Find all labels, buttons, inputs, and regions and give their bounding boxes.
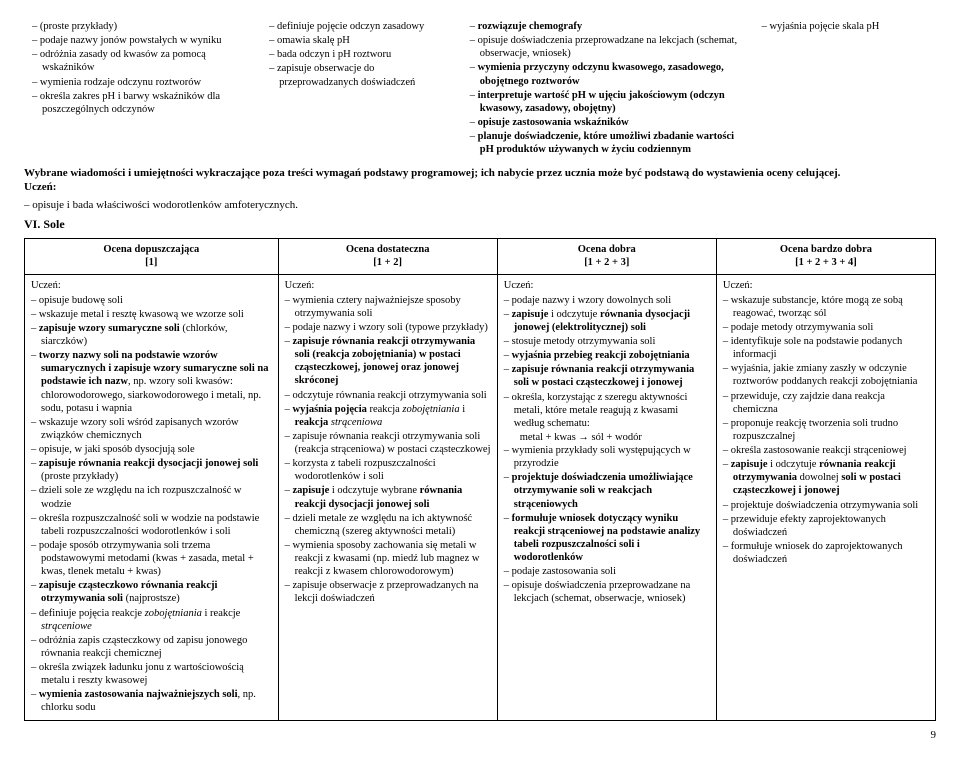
list-item: definiuje pojęcia reakcje zobojętniania …	[31, 607, 272, 633]
list-item: opisuje budowę soli	[31, 294, 272, 307]
top-col-2: definiuje pojęcie odczyn zasadowyomawia …	[261, 18, 462, 159]
list-item: wskazuje wzory soli wśród zapisanych wzo…	[31, 416, 272, 442]
list-item: zapisuje cząsteczkowo równania reakcji o…	[31, 579, 272, 605]
list-item: wyjaśnia, jakie zmiany zaszły w odczynie…	[723, 362, 929, 388]
list-item: wyjaśnia pojęcia reakcja zobojętniania i…	[285, 403, 491, 429]
list-item: projektuje doświadczenia umożliwiające o…	[504, 471, 710, 510]
list-item: rozwiązuje chemografy	[470, 20, 746, 33]
list-item: formułuje wniosek do zaprojektowanych do…	[723, 540, 929, 566]
selected-knowledge-line: Wybrane wiadomości i umiejętności wykrac…	[24, 167, 936, 179]
list-item: wyjaśnia pojęcie skala pH	[762, 20, 928, 33]
list-item: proponuje reakcję tworzenia soli trudno …	[723, 417, 929, 443]
list-item: interpretuje wartość pH w ujęciu jakości…	[470, 89, 746, 115]
grade-cell-1: Uczeń: opisuje budowę soliwskazuje metal…	[25, 274, 279, 720]
list-item: identyfikuje sole na podstawie podanych …	[723, 335, 929, 361]
selected-item: opisuje i bada właściwości wodorotlenków…	[24, 199, 936, 211]
list-item: określa, korzystając z szeregu aktywnośc…	[504, 391, 710, 430]
list-item: przewiduje efekty zaprojektowanych doświ…	[723, 513, 929, 539]
grade-cell-2: Uczeń: wymienia cztery najważniejsze spo…	[278, 274, 497, 720]
nested-line: metal + kwas → sól + wodór	[504, 431, 710, 444]
list-item: określa zastosowanie reakcji strąceniowe…	[723, 444, 929, 457]
list-item: odróżnia zasady od kwasów za pomocą wska…	[32, 48, 253, 74]
page-number: 9	[24, 729, 936, 741]
list-item: określa związek ładunku jonu z wartościo…	[31, 661, 272, 687]
list-item: zapisuje równania reakcji otrzymywania s…	[504, 363, 710, 389]
list-item: odczytuje równania reakcji otrzymywania …	[285, 389, 491, 402]
list-item: wymienia przyczyny odczynu kwasowego, za…	[470, 61, 746, 87]
list-item: zapisuje równania reakcji otrzymywania s…	[285, 335, 491, 388]
list-item: zapisuje równania reakcji dysocjacji jon…	[31, 457, 272, 483]
list-item: tworzy nazwy soli na podstawie wzorów su…	[31, 349, 272, 415]
list-item: określa rozpuszczalność soli w wodzie na…	[31, 512, 272, 538]
list-item: określa zakres pH i barwy wskaźników dla…	[32, 90, 253, 116]
list-item: wymienia cztery najważniejsze sposoby ot…	[285, 294, 491, 320]
list-item: wskazuje substancje, które mogą ze sobą …	[723, 294, 929, 320]
top-col-3: rozwiązuje chemografyopisuje doświadczen…	[462, 18, 754, 159]
top-col-1: (proste przykłady)podaje nazwy jonów pow…	[24, 18, 261, 159]
col-header-3: Ocena dobra[1 + 2 + 3]	[497, 239, 716, 274]
list-item: opisuje, w jaki sposób dysocjują sole	[31, 443, 272, 456]
list-item: zapisuje obserwacje z przeprowadzanych n…	[285, 579, 491, 605]
col-header-2: Ocena dostateczna[1 + 2]	[278, 239, 497, 274]
list-item: zapisuje wzory sumaryczne soli (chlorków…	[31, 322, 272, 348]
list-item: zapisuje i odczytuje wybrane równania re…	[285, 484, 491, 510]
top-col-4: wyjaśnia pojęcie skala pH	[754, 18, 936, 159]
list-item: bada odczyn i pH roztworu	[269, 48, 454, 61]
uczen-heading: Uczeń:	[24, 181, 936, 193]
list-item: dzieli metale ze względu na ich aktywnoś…	[285, 512, 491, 538]
list-item: planuje doświadczenie, które umożliwi zb…	[470, 130, 746, 156]
list-item: odróżnia zapis cząsteczkowy od zapisu jo…	[31, 634, 272, 660]
list-item: podaje metody otrzymywania soli	[723, 321, 929, 334]
list-item: korzysta z tabeli rozpuszczalności wodor…	[285, 457, 491, 483]
list-item: wskazuje metal i resztę kwasową we wzorz…	[31, 308, 272, 321]
list-item: wyjaśnia przebieg reakcji zobojętniania	[504, 349, 710, 362]
list-item: omawia skalę pH	[269, 34, 454, 47]
list-item: przewiduje, czy zajdzie dana reakcja che…	[723, 390, 929, 416]
list-item: wymienia sposoby zachowania się metali w…	[285, 539, 491, 578]
list-item: zapisuje i odczytuje równania reakcji ot…	[723, 458, 929, 497]
list-item: wymienia zastosowania najważniejszych so…	[31, 688, 272, 714]
list-item: opisuje zastosowania wskaźników	[470, 116, 746, 129]
list-item: podaje zastosowania soli	[504, 565, 710, 578]
list-item: stosuje metody otrzymywania soli	[504, 335, 710, 348]
list-item: podaje nazwy i wzory soli (typowe przykł…	[285, 321, 491, 334]
list-item: zapisuje obserwacje do przeprowadzanych …	[269, 62, 454, 88]
list-item: wymienia przykłady soli występujących w …	[504, 444, 710, 470]
list-item: projektuje doświadczenia otrzymywania so…	[723, 499, 929, 512]
grades-table: Ocena dopuszczająca[1] Ocena dostateczna…	[24, 238, 936, 720]
list-item: opisuje doświadczenia przeprowadzane na …	[504, 579, 710, 605]
top-columns: (proste przykłady)podaje nazwy jonów pow…	[24, 18, 936, 159]
list-item: podaje sposób otrzymywania soli trzema p…	[31, 539, 272, 578]
col-header-1: Ocena dopuszczająca[1]	[25, 239, 279, 274]
list-item: wymienia rodzaje odczynu roztworów	[32, 76, 253, 89]
list-item: podaje nazwy jonów powstałych w wyniku	[32, 34, 253, 47]
list-item: dzieli sole ze względu na ich rozpuszcza…	[31, 484, 272, 510]
grade-cell-3: Uczeń: podaje nazwy i wzory dowolnych so…	[497, 274, 716, 720]
list-item: podaje nazwy i wzory dowolnych soli	[504, 294, 710, 307]
list-item: zapisuje i odczytuje równania dysocjacji…	[504, 308, 710, 334]
col-header-4: Ocena bardzo dobra[1 + 2 + 3 + 4]	[716, 239, 935, 274]
list-item: definiuje pojęcie odczyn zasadowy	[269, 20, 454, 33]
list-item: opisuje doświadczenia przeprowadzane na …	[470, 34, 746, 60]
list-item: formułuje wniosek dotyczący wyniku reakc…	[504, 512, 710, 565]
section-title: VI. Sole	[24, 217, 936, 232]
selected-item-list: opisuje i bada właściwości wodorotlenków…	[24, 199, 936, 211]
list-item: zapisuje równania reakcji otrzymywania s…	[285, 430, 491, 456]
grade-cell-4: Uczeń: wskazuje substancje, które mogą z…	[716, 274, 935, 720]
list-item: (proste przykłady)	[32, 20, 253, 33]
